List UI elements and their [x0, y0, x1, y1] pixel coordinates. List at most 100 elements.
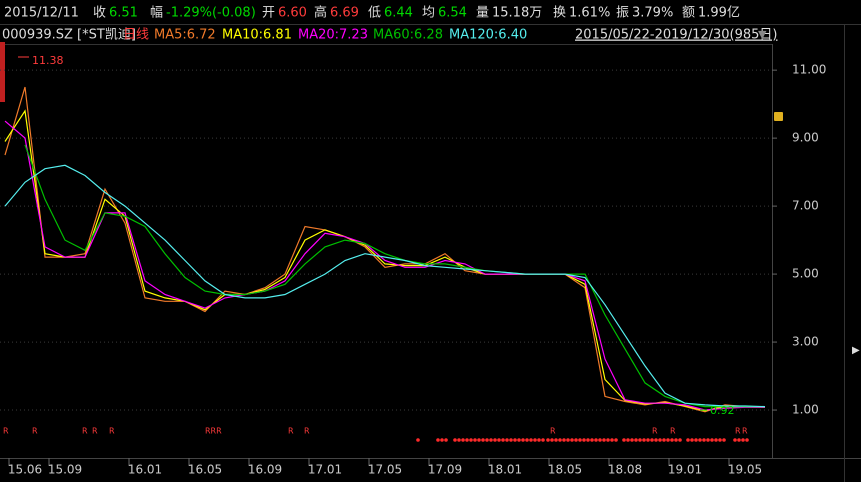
edge-marker: [0, 42, 5, 102]
signal-star: [686, 438, 690, 442]
signal-star: [570, 438, 574, 442]
expand-arrow[interactable]: ▶: [852, 345, 860, 356]
signal-star: [546, 438, 550, 442]
signal-star: [733, 438, 737, 442]
signal-star: [622, 438, 626, 442]
y-tick-label: 11.00: [792, 63, 826, 77]
signal-star: [737, 438, 741, 442]
signal-star: [554, 438, 558, 442]
signal-star: [718, 438, 722, 442]
quote-label: 换: [553, 6, 566, 21]
x-tick-label: 17.05: [368, 463, 402, 477]
quote-value: 3.79%: [632, 6, 673, 21]
legend-entry: MA120:6.40: [449, 28, 527, 43]
signal-star: [674, 438, 678, 442]
quote-label: 高: [314, 5, 327, 21]
signal-star: [670, 438, 674, 442]
quote-value: 6.54: [438, 6, 467, 21]
lock-icon[interactable]: [774, 112, 783, 121]
quote-value: 6.60: [278, 6, 307, 21]
x-tick-label: 15.09: [48, 463, 82, 477]
event-marker: R: [288, 427, 294, 436]
signal-star: [457, 438, 461, 442]
signal-star: [745, 438, 749, 442]
signal-star: [485, 438, 489, 442]
quote-label: 低: [368, 6, 381, 21]
event-marker: R: [92, 427, 98, 436]
signal-star: [638, 438, 642, 442]
signal-star: [562, 438, 566, 442]
signal-star: [440, 438, 444, 442]
signal-star: [741, 438, 745, 442]
signal-star: [416, 438, 420, 442]
signal-star: [690, 438, 694, 442]
quote-value: 1.61%: [569, 6, 610, 21]
range-dropdown[interactable]: ▼: [758, 28, 767, 41]
event-marker: R: [670, 427, 676, 436]
legend-entry: MA20:7.23: [298, 28, 368, 43]
signal-star: [436, 438, 440, 442]
signal-star: [550, 438, 554, 442]
event-marker: R: [109, 427, 115, 436]
x-tick-label: 18.05: [548, 463, 582, 477]
ma-line: [24, 144, 765, 408]
header: 2015/12/11 000939.SZ [*ST凯迪] 日线 2015/05/…: [2, 5, 778, 43]
quote-label: 振: [616, 6, 629, 21]
signal-star: [497, 438, 501, 442]
signal-star: [582, 438, 586, 442]
signal-star: [465, 438, 469, 442]
signal-star: [533, 438, 537, 442]
y-tick-label: 1.00: [792, 403, 819, 417]
signal-star: [606, 438, 610, 442]
signal-star: [714, 438, 718, 442]
quote-value: 6.44: [384, 6, 413, 21]
x-tick-label: 18.08: [608, 463, 642, 477]
signal-star: [694, 438, 698, 442]
x-tick-label: 16.09: [248, 463, 282, 477]
symbol: 000939.SZ [*ST凯迪]: [2, 28, 136, 43]
quote-label: 幅: [150, 6, 163, 21]
quote-label: 量: [476, 6, 489, 21]
signal-star: [493, 438, 497, 442]
signal-star: [525, 438, 529, 442]
x-tick-label: 16.05: [188, 463, 222, 477]
signal-star: [469, 438, 473, 442]
event-marker: RRR: [205, 427, 222, 436]
annotation: 0.92: [710, 404, 735, 417]
date-range[interactable]: 2015/05/22-2019/12/30(985日): [575, 28, 778, 43]
quote-label: 开: [262, 6, 275, 21]
signal-star: [662, 438, 666, 442]
signal-star: [566, 438, 570, 442]
signal-star: [521, 438, 525, 442]
ma-line: [4, 109, 766, 412]
date: 2015/12/11: [4, 6, 79, 21]
quote-value: 1.99亿: [698, 6, 740, 21]
signal-star: [505, 438, 509, 442]
signal-star: [598, 438, 602, 442]
event-marker: R: [304, 427, 310, 436]
signal-star: [537, 438, 541, 442]
quote-value: 15.18万: [492, 6, 542, 21]
signal-star: [710, 438, 714, 442]
signal-star: [610, 438, 614, 442]
x-tick-label: 17.09: [428, 463, 462, 477]
legend-entry: MA60:6.28: [373, 28, 443, 43]
signal-star: [477, 438, 481, 442]
signal-star: [626, 438, 630, 442]
signal-star: [501, 438, 505, 442]
event-marker: R: [3, 427, 9, 436]
signal-star: [646, 438, 650, 442]
legend-entry: MA10:6.81: [222, 28, 292, 43]
ma-line: [4, 120, 765, 411]
signal-star: [590, 438, 594, 442]
signal-star: [586, 438, 590, 442]
period[interactable]: 日线: [123, 28, 149, 43]
quote-label: 收: [93, 6, 106, 21]
signal-star: [513, 438, 517, 442]
x-tick-label: 19.05: [728, 463, 762, 477]
signal-stars: [416, 438, 749, 442]
signal-star: [481, 438, 485, 442]
event-marker: R: [735, 427, 741, 436]
